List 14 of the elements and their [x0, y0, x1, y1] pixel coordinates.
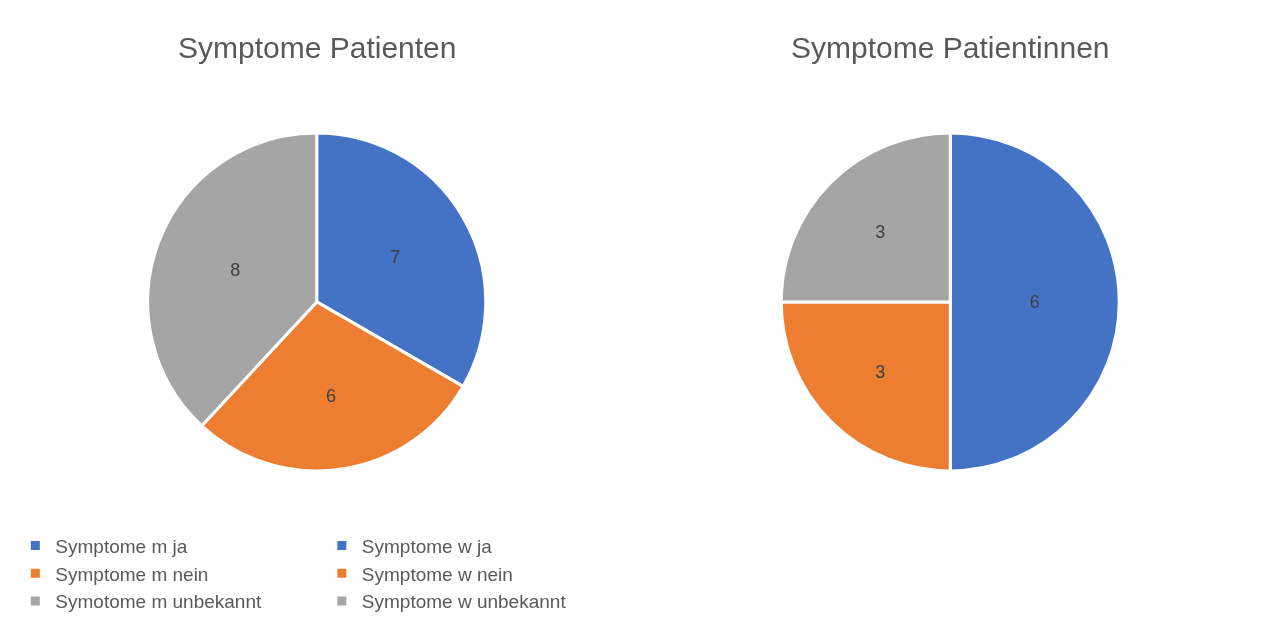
data-label: 3 [875, 221, 886, 242]
data-label: 7 [390, 246, 401, 267]
chart-title: Symptome Patientinnen [791, 31, 1110, 64]
legend-label: Symptome w nein [361, 563, 513, 585]
data-label: 3 [875, 361, 886, 382]
legend-label: Symptome m ja [55, 535, 188, 557]
chart-title: Symptome Patienten [178, 31, 457, 64]
legend-label: Symotome m unbekannt [55, 591, 262, 613]
data-label: 6 [325, 385, 336, 406]
legend-label: Symptome m nein [55, 563, 209, 585]
data-label: 6 [1029, 291, 1040, 312]
legend-label: Symptome w ja [361, 535, 493, 557]
data-label: 8 [230, 259, 241, 280]
legend-label: Symptome w unbekannt [361, 591, 567, 613]
